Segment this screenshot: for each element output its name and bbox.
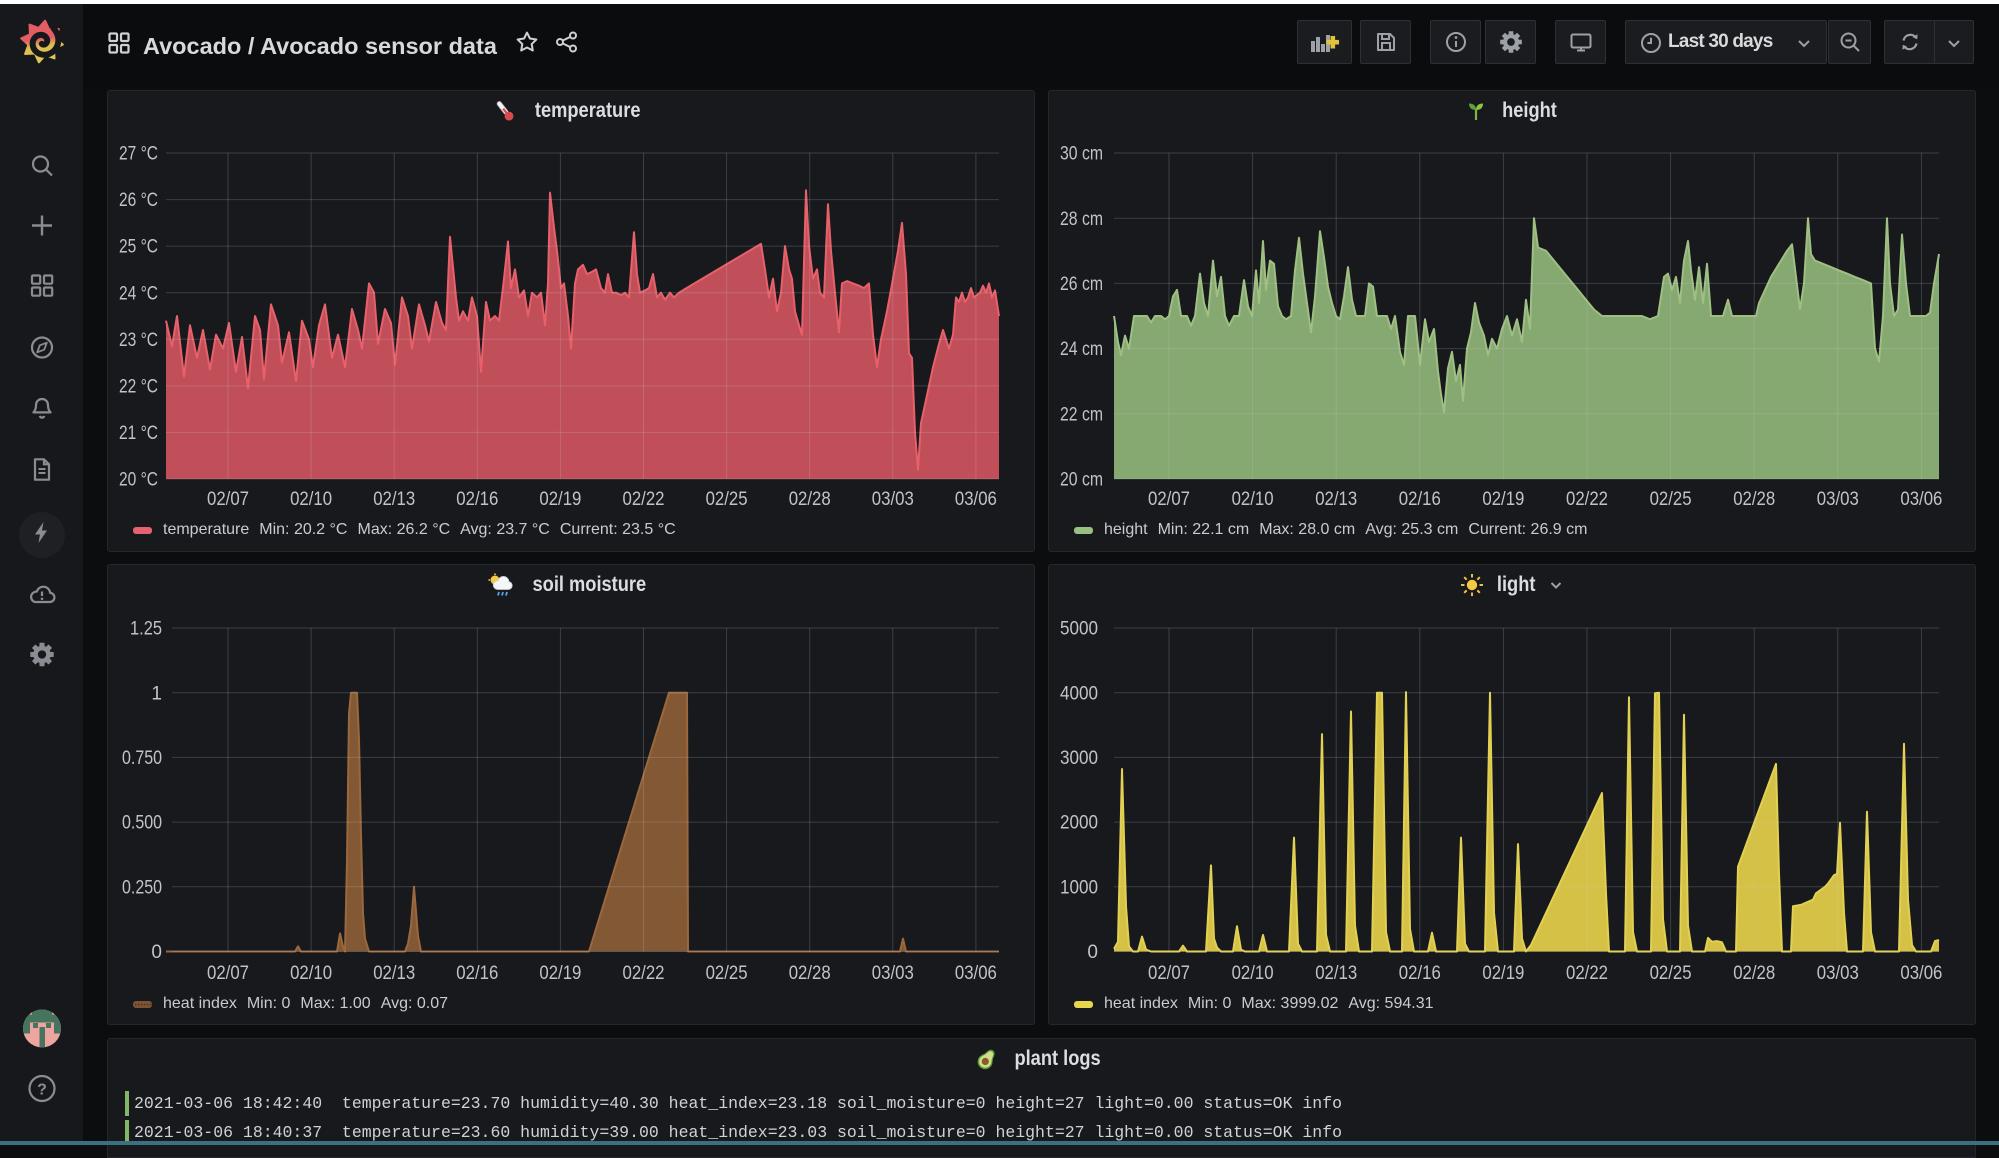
svg-text:02/19: 02/19 <box>539 489 581 510</box>
svg-text:30 cm: 30 cm <box>1060 144 1103 165</box>
svg-text:02/22: 02/22 <box>1566 489 1608 510</box>
svg-text:?: ? <box>37 1082 47 1099</box>
svg-text:02/25: 02/25 <box>1650 489 1692 510</box>
svg-text:5000: 5000 <box>1060 619 1098 640</box>
svg-text:1000: 1000 <box>1060 877 1098 898</box>
svg-text:21 °C: 21 °C <box>119 423 158 444</box>
svg-text:02/22: 02/22 <box>623 963 665 984</box>
svg-text:24 °C: 24 °C <box>119 283 158 304</box>
svg-text:03/03: 03/03 <box>1817 963 1859 984</box>
svg-text:02/22: 02/22 <box>623 489 665 510</box>
svg-text:03/06: 03/06 <box>1900 963 1942 984</box>
svg-text:03/06: 03/06 <box>955 489 997 510</box>
svg-text:25 °C: 25 °C <box>119 237 158 258</box>
svg-text:26 cm: 26 cm <box>1060 274 1103 295</box>
svg-text:0.250: 0.250 <box>122 877 162 898</box>
svg-text:02/07: 02/07 <box>207 489 249 510</box>
svg-text:02/19: 02/19 <box>1482 963 1524 984</box>
svg-text:02/10: 02/10 <box>1232 963 1274 984</box>
svg-text:03/06: 03/06 <box>955 963 997 984</box>
svg-text:24 cm: 24 cm <box>1060 339 1103 360</box>
svg-text:26 °C: 26 °C <box>119 190 158 211</box>
svg-text:02/13: 02/13 <box>373 489 415 510</box>
svg-text:1: 1 <box>151 683 162 704</box>
svg-text:02/07: 02/07 <box>207 963 249 984</box>
svg-text:02/10: 02/10 <box>290 963 332 984</box>
svg-text:02/25: 02/25 <box>1650 963 1692 984</box>
svg-text:02/13: 02/13 <box>373 963 415 984</box>
svg-text:03/03: 03/03 <box>1817 489 1859 510</box>
svg-text:02/19: 02/19 <box>1482 489 1524 510</box>
svg-text:02/07: 02/07 <box>1148 963 1190 984</box>
svg-text:20 °C: 20 °C <box>119 470 158 491</box>
svg-text:02/19: 02/19 <box>539 963 581 984</box>
svg-text:02/28: 02/28 <box>789 489 831 510</box>
svg-text:0: 0 <box>151 942 162 963</box>
svg-text:28 cm: 28 cm <box>1060 209 1103 230</box>
svg-text:02/28: 02/28 <box>1733 489 1775 510</box>
svg-text:22 °C: 22 °C <box>119 377 158 398</box>
svg-text:02/10: 02/10 <box>290 489 332 510</box>
svg-text:02/28: 02/28 <box>1733 963 1775 984</box>
svg-text:27 °C: 27 °C <box>119 144 158 165</box>
svg-text:0.500: 0.500 <box>122 813 162 834</box>
svg-text:02/10: 02/10 <box>1232 489 1274 510</box>
svg-text:02/16: 02/16 <box>456 963 498 984</box>
svg-text:0.750: 0.750 <box>122 748 162 769</box>
svg-text:02/16: 02/16 <box>1399 489 1441 510</box>
svg-text:20 cm: 20 cm <box>1060 470 1103 491</box>
svg-text:1.25: 1.25 <box>130 619 162 640</box>
svg-text:4000: 4000 <box>1060 683 1098 704</box>
svg-text:03/03: 03/03 <box>872 963 914 984</box>
svg-text:02/16: 02/16 <box>1399 963 1441 984</box>
svg-text:02/28: 02/28 <box>789 963 831 984</box>
svg-text:0: 0 <box>1087 942 1098 963</box>
svg-text:03/03: 03/03 <box>872 489 914 510</box>
svg-text:03/06: 03/06 <box>1900 489 1942 510</box>
svg-text:02/25: 02/25 <box>706 489 748 510</box>
svg-text:23 °C: 23 °C <box>119 330 158 351</box>
svg-text:02/13: 02/13 <box>1315 963 1357 984</box>
svg-text:3000: 3000 <box>1060 748 1098 769</box>
svg-text:02/07: 02/07 <box>1148 489 1190 510</box>
svg-text:02/13: 02/13 <box>1315 489 1357 510</box>
svg-text:02/16: 02/16 <box>456 489 498 510</box>
svg-text:02/22: 02/22 <box>1566 963 1608 984</box>
svg-text:2000: 2000 <box>1060 813 1098 834</box>
svg-text:02/25: 02/25 <box>706 963 748 984</box>
svg-text:22 cm: 22 cm <box>1060 404 1103 425</box>
